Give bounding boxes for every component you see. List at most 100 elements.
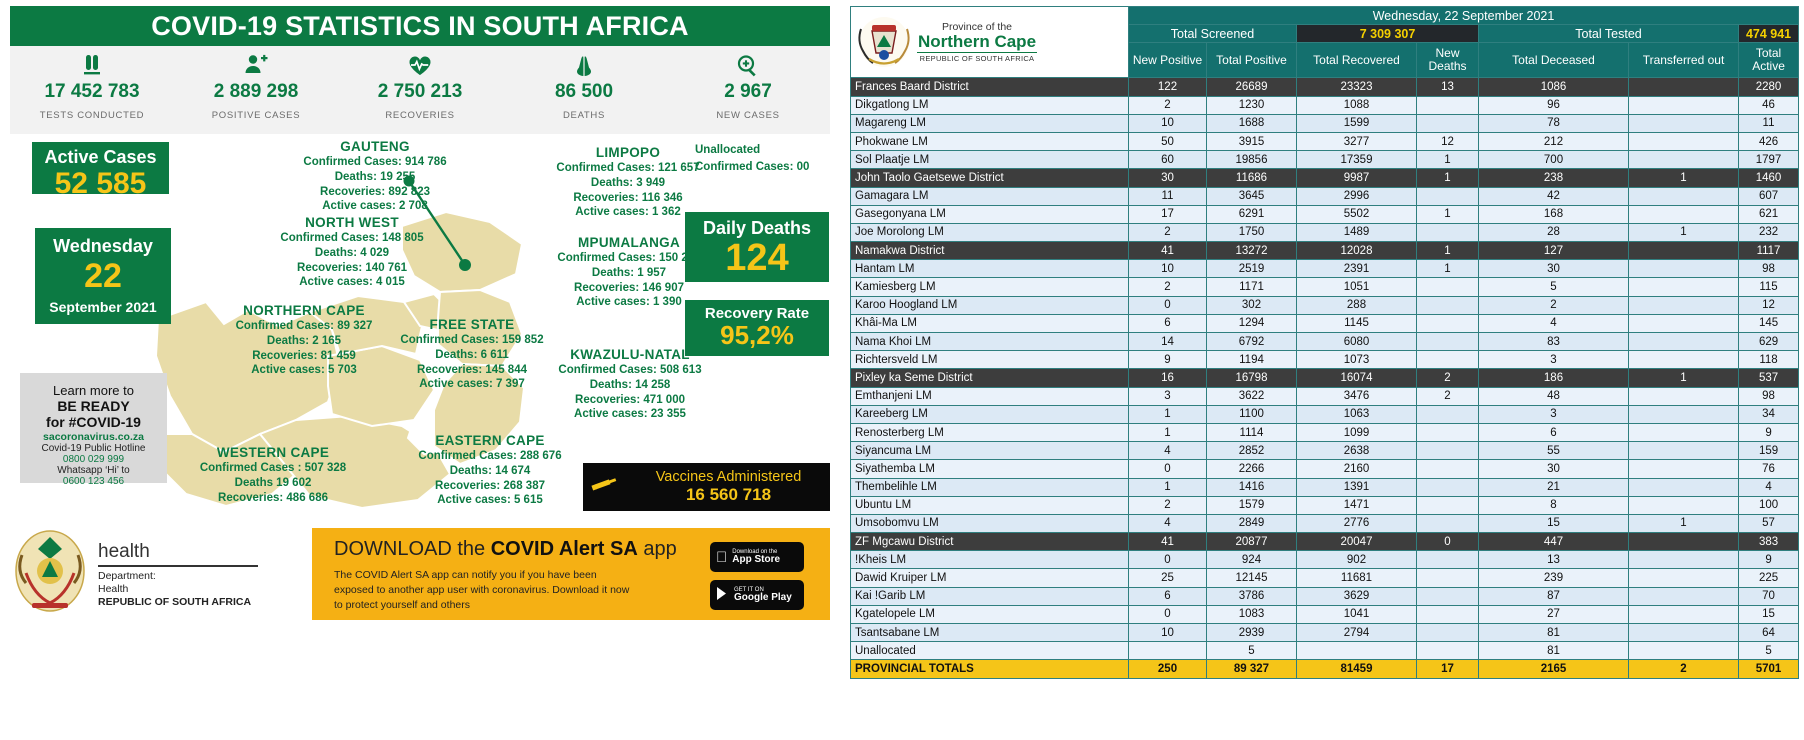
cell-transferred-out (1628, 186, 1739, 206)
cell-transferred-out (1628, 441, 1739, 461)
cell-new-deaths (1416, 641, 1479, 661)
cell-transferred-out (1628, 604, 1739, 625)
cell-total-recovered: 2391 (1296, 259, 1417, 279)
cell-total-positive: 1688 (1206, 113, 1297, 133)
province-label-eastern-cape: EASTERN CAPE Confirmed Cases: 288 676 De… (418, 433, 562, 507)
cell-new-positive: 16 (1128, 368, 1207, 388)
table-row: Tsantsabane LM 10 2939 2794 81 64 (850, 622, 1800, 643)
cell-total-active: 115 (1737, 277, 1800, 297)
app-store-button[interactable]:  Download on the App Store (710, 542, 804, 572)
cell-total-positive: 1171 (1206, 277, 1297, 297)
cell-total-deceased: 78 (1478, 113, 1629, 133)
syringe-icon (583, 474, 627, 500)
cell-total-positive: 2849 (1206, 513, 1297, 534)
cell-new-deaths (1416, 441, 1479, 461)
cell-transferred-out (1628, 459, 1739, 479)
row-name: Magareng LM (850, 113, 1129, 133)
cell-total-deceased: 700 (1478, 150, 1629, 170)
cell-new-deaths: 2 (1416, 386, 1479, 406)
cell-new-positive: 14 (1128, 331, 1207, 352)
cell-total-active: 225 (1737, 568, 1800, 588)
cell-total-deceased: 96 (1478, 95, 1629, 115)
row-name: Siyancuma LM (850, 441, 1129, 461)
cell-total-positive: 2939 (1206, 622, 1297, 643)
cell-total-recovered: 1145 (1296, 313, 1417, 334)
cell-total-active: 5701 (1737, 659, 1800, 679)
table-row: Joe Morolong LM 2 1750 1489 28 1 232 (850, 222, 1800, 243)
row-name: Gamagara LM (850, 186, 1129, 206)
cell-total-active: 34 (1737, 404, 1800, 424)
total-screened-label: Total Screened (1128, 24, 1297, 44)
column-header-4: Total Deceased (1478, 42, 1629, 79)
cell-total-deceased: 3 (1478, 404, 1629, 424)
download-title-bold: COVID Alert SA (490, 538, 638, 560)
table-row: Thembelihle LM 1 1416 1391 21 4 (850, 477, 1800, 497)
cell-new-deaths (1416, 495, 1479, 515)
cell-transferred-out (1628, 259, 1739, 279)
sacoronavirus-url[interactable]: sacoronavirus.co.za (43, 431, 144, 443)
row-name: Pixley ka Seme District (850, 368, 1129, 388)
cell-new-positive: 122 (1128, 77, 1207, 97)
cell-new-deaths: 2 (1416, 368, 1479, 388)
active-cases-title: Active Cases (44, 147, 157, 167)
cell-transferred-out (1628, 313, 1739, 334)
cell-total-active: 1797 (1737, 150, 1800, 170)
praying-hands-icon (509, 52, 659, 78)
active-cases-value: 52 585 (54, 167, 147, 200)
total-tested-value: 474 941 (1737, 24, 1800, 44)
cell-total-recovered: 1088 (1296, 95, 1417, 115)
south-africa-map-area: GAUTENG Confirmed Cases: 914 786 Deaths:… (10, 134, 830, 524)
table-row: Kareeberg LM 1 1100 1063 3 34 (850, 404, 1800, 424)
google-play-small: GET IT ON (734, 586, 764, 593)
row-name: John Taolo Gaetsewe District (850, 168, 1129, 188)
date-card: Wednesday 22 September 2021 (35, 228, 171, 324)
cell-total-deceased: 87 (1478, 586, 1629, 606)
cell-total-recovered: 17359 (1296, 150, 1417, 170)
cell-new-positive: 2 (1128, 277, 1207, 297)
summary-stats-band: 17 452 783 TESTS CONDUCTED 2 889 298 POS… (10, 46, 830, 134)
cell-total-positive: 13272 (1206, 241, 1297, 261)
stat-value: 2 967 (724, 81, 772, 102)
cell-new-deaths: 13 (1416, 77, 1479, 97)
cell-new-positive: 0 (1128, 604, 1207, 625)
province-label-limpopo: LIMPOPO Confirmed Cases: 121 657 Deaths:… (556, 145, 700, 219)
cell-total-active: 100 (1737, 495, 1800, 515)
cell-total-recovered: 11681 (1296, 568, 1417, 588)
cell-transferred-out (1628, 386, 1739, 406)
cell-total-active: 1117 (1737, 241, 1800, 261)
cell-total-recovered: 1041 (1296, 604, 1417, 625)
table-row: Kamiesberg LM 2 1171 1051 5 115 (850, 277, 1800, 297)
download-body-text: The COVID Alert SA app can notify you if… (334, 569, 630, 612)
cell-total-positive: 1230 (1206, 95, 1297, 115)
recovery-rate-title: Recovery Rate (704, 305, 810, 322)
be-ready-line1: Learn more to (53, 383, 134, 398)
coat-of-arms-icon (15, 530, 85, 612)
table-row: Kai !Garib LM 6 3786 3629 87 70 (850, 586, 1800, 606)
cell-new-deaths (1416, 222, 1479, 243)
column-header-6: Total Active (1737, 42, 1800, 79)
vaccines-label: Vaccines Administered (655, 469, 802, 485)
cell-new-positive: 6 (1128, 313, 1207, 334)
cell-total-positive: 3786 (1206, 586, 1297, 606)
table-row: Sol Plaatje LM 60 19856 17359 1 700 1797 (850, 150, 1800, 170)
table-row: Kgatelopele LM 0 1083 1041 27 15 (850, 604, 1800, 625)
cell-transferred-out (1628, 113, 1739, 133)
date-month-year: September 2021 (49, 298, 157, 315)
gauteng-leader-line (408, 180, 466, 266)
google-play-button[interactable]: GET IT ON Google Play (710, 580, 804, 610)
province-label-north-west: NORTH WEST Confirmed Cases: 148 805 Deat… (280, 215, 424, 289)
row-name: Namakwa District (850, 241, 1129, 261)
column-header-5: Transferred out (1628, 42, 1739, 79)
table-row: Gamagara LM 11 3645 2996 42 607 (850, 186, 1800, 206)
health-wordmark: health (98, 541, 150, 562)
cell-transferred-out: 1 (1628, 168, 1739, 188)
cell-total-recovered: 2638 (1296, 441, 1417, 461)
magnifier-plus-icon (673, 52, 823, 78)
cell-total-active: 607 (1737, 186, 1800, 206)
cell-total-positive: 12145 (1206, 568, 1297, 588)
row-name: Dawid Kruiper LM (850, 568, 1129, 588)
total-tested-label: Total Tested (1478, 24, 1739, 44)
cell-total-positive: 3915 (1206, 131, 1297, 152)
cell-new-positive: 4 (1128, 441, 1207, 461)
cell-transferred-out (1628, 495, 1739, 515)
